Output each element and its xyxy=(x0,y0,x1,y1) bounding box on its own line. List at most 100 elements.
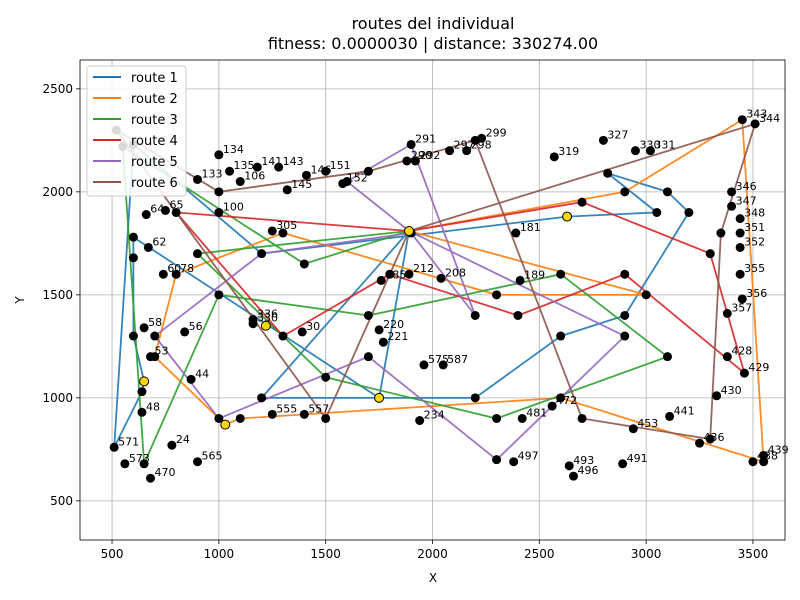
node-label: 348 xyxy=(744,207,765,220)
node-label: 78 xyxy=(180,262,194,275)
customer-node xyxy=(705,249,715,259)
customer-node xyxy=(513,310,523,320)
customer-node xyxy=(477,133,487,143)
customer-node xyxy=(436,273,446,283)
customer-node xyxy=(214,413,224,423)
customer-node xyxy=(193,457,202,467)
node-label: 343 xyxy=(746,108,767,121)
customer-node xyxy=(404,269,414,279)
customer-node xyxy=(630,146,640,156)
customer-node xyxy=(180,327,190,337)
customer-node xyxy=(492,290,502,300)
x-tick-label: 500 xyxy=(101,547,124,561)
node-label: 319 xyxy=(558,145,579,158)
customer-node xyxy=(722,352,732,362)
customer-node xyxy=(759,451,769,461)
node-label: 439 xyxy=(768,444,789,457)
customer-node xyxy=(376,275,386,285)
customer-node xyxy=(109,442,119,452)
customer-node xyxy=(139,459,149,469)
customer-node xyxy=(282,185,292,195)
customer-node xyxy=(299,409,309,419)
customer-node xyxy=(547,401,557,411)
x-tick-label: 3000 xyxy=(631,547,662,561)
customer-node xyxy=(128,232,138,242)
node-label: 100 xyxy=(223,200,244,213)
node-label: 430 xyxy=(721,384,742,397)
customer-node xyxy=(214,187,224,197)
node-label: 453 xyxy=(637,417,658,430)
customer-node xyxy=(735,269,745,279)
node-label: 30 xyxy=(306,320,320,333)
customer-node xyxy=(257,393,267,403)
customer-node xyxy=(556,331,566,341)
customer-node xyxy=(620,187,630,197)
node-label: 496 xyxy=(578,464,599,477)
node-label: 220 xyxy=(383,318,404,331)
customer-node xyxy=(438,360,448,370)
legend-label-6: route 6 xyxy=(131,176,178,191)
chart-subtitle: fitness: 0.0000030 | distance: 330274.00 xyxy=(268,34,598,53)
legend: route 1 route 2 route 3 route 4 route 5 route… xyxy=(86,65,187,197)
y-tick-label: 500 xyxy=(50,494,73,508)
node-label: 141 xyxy=(261,155,282,168)
customer-node xyxy=(569,471,578,481)
customer-node xyxy=(297,327,307,337)
node-label: 181 xyxy=(520,221,541,234)
depot-node xyxy=(139,376,150,387)
customer-node xyxy=(167,440,177,450)
node-label: 106 xyxy=(244,170,265,183)
node-label: 208 xyxy=(445,266,466,279)
customer-node xyxy=(385,269,395,279)
node-label: 146 xyxy=(310,163,331,176)
customer-node xyxy=(248,319,258,329)
customer-node xyxy=(620,331,630,341)
customer-node xyxy=(158,269,168,279)
y-tick-label: 1000 xyxy=(42,391,73,405)
customer-node xyxy=(146,473,155,483)
route-line-4 xyxy=(173,201,747,376)
node-label: 352 xyxy=(744,235,765,248)
depot-node xyxy=(374,392,385,403)
node-label: 298 xyxy=(471,139,492,152)
customer-node xyxy=(577,197,587,207)
node-label: 330 xyxy=(639,139,660,152)
node-label: 64 xyxy=(150,203,164,216)
customer-node xyxy=(735,214,745,224)
node-label: 48 xyxy=(146,400,160,413)
customer-node xyxy=(402,156,412,166)
customer-node xyxy=(415,416,425,426)
node-label: 297 xyxy=(454,139,475,152)
customer-node xyxy=(274,162,284,172)
x-tick-label: 2000 xyxy=(417,547,448,561)
node-label: 24 xyxy=(176,433,190,446)
node-label: 555 xyxy=(276,402,297,415)
node-label: 56 xyxy=(189,320,203,333)
customer-node xyxy=(695,438,705,448)
node-label: 58 xyxy=(148,316,162,329)
customer-node xyxy=(225,166,235,176)
customer-node xyxy=(739,368,749,378)
node-label: 152 xyxy=(347,172,368,185)
customer-node xyxy=(235,413,245,423)
node-label: 305 xyxy=(276,219,297,232)
node-label: 491 xyxy=(627,452,648,465)
customer-node xyxy=(128,331,138,341)
node-label: 355 xyxy=(744,262,765,275)
customer-node xyxy=(278,331,288,341)
node-label: 436 xyxy=(704,431,725,444)
customer-node xyxy=(663,352,672,362)
customer-node xyxy=(171,269,181,279)
customer-node xyxy=(620,269,630,279)
node-label: 565 xyxy=(202,450,223,463)
node-label: 571 xyxy=(118,435,139,448)
node-label: 497 xyxy=(518,450,539,463)
node-label: 292 xyxy=(419,149,440,162)
node-label: 330 xyxy=(257,312,278,325)
node-label: 143 xyxy=(283,155,304,168)
x-axis-label: X xyxy=(429,571,437,585)
x-tick-label: 1000 xyxy=(204,547,235,561)
route-line-5 xyxy=(153,143,627,461)
customer-node xyxy=(445,146,455,156)
